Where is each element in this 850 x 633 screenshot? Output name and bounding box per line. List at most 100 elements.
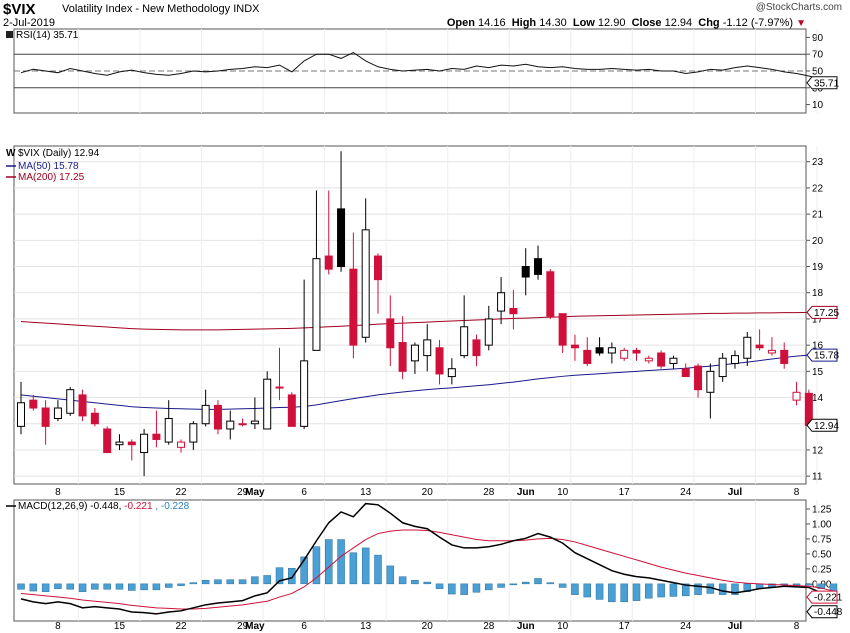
price-xtick-label: 20 — [422, 487, 434, 498]
candle — [115, 434, 124, 450]
candle — [17, 381, 25, 435]
candle-body — [201, 404, 210, 425]
macd-histogram-bar — [17, 583, 25, 590]
macd-xtick-label: 20 — [422, 621, 434, 632]
candle-body — [238, 423, 247, 426]
candle — [90, 408, 99, 427]
candle — [509, 290, 518, 330]
ma200-value-tag-label: 17.25 — [814, 308, 839, 319]
ma200-line — [20, 311, 834, 331]
macd-xtick-label: 15 — [114, 621, 126, 632]
price-xtick-label: Jul — [728, 487, 743, 498]
high-value: 14.30 — [539, 17, 567, 29]
macd-xtick-label: 8 — [794, 621, 800, 632]
candle-body — [534, 258, 543, 275]
candle-body — [767, 349, 776, 354]
macd-histogram-bar — [189, 582, 198, 585]
close-label: Close — [631, 17, 662, 29]
candle — [53, 400, 62, 422]
macd-histogram-bar — [29, 583, 38, 592]
macd-histogram-bar — [681, 583, 690, 597]
candle — [140, 428, 149, 477]
candle — [792, 381, 801, 406]
price-ytick-label: 19 — [812, 262, 824, 273]
macd-xtick-label: 8 — [55, 621, 61, 632]
price-panel: 1112131415161718192021222317.2515.7812.9… — [13, 145, 839, 485]
rsi-legend: RSI(14) 35.71 — [6, 30, 79, 41]
candle-body — [398, 342, 407, 372]
macd-histogram-bar — [805, 583, 813, 586]
candle-body — [103, 428, 112, 454]
macd-histogram-bar — [694, 583, 702, 595]
candle — [546, 269, 555, 319]
macd-histogram-bar — [201, 580, 210, 585]
candle-body — [423, 339, 432, 357]
macd-legend-text: MACD(12,26,9) -0.448, -0.221 , -0.228 — [18, 501, 190, 512]
candle-body — [373, 255, 382, 281]
macd-histogram-bar — [214, 579, 222, 585]
open-label: Open — [446, 17, 475, 29]
macd-histogram-bar — [54, 583, 62, 589]
macd-xtick-label: 28 — [483, 621, 495, 632]
macd-histogram-bar — [485, 583, 493, 591]
price-frame — [13, 145, 807, 485]
price-xtick-label: 28 — [483, 487, 495, 498]
macd-histogram-bar — [509, 583, 518, 586]
candle-body — [620, 349, 629, 359]
candle-body — [177, 441, 186, 448]
candle — [620, 347, 629, 361]
macd-histogram-bar — [792, 583, 801, 586]
macd-histogram-bar — [411, 580, 419, 585]
candle — [755, 329, 764, 351]
candle-body — [521, 266, 530, 278]
macd-histogram-bar — [558, 583, 567, 588]
price-ytick-label: 21 — [812, 210, 824, 221]
chg-label: Chg — [698, 17, 720, 29]
macd-histogram-bar — [140, 583, 148, 591]
macd-xtick-label: Jul — [728, 621, 743, 632]
close-value: 12.94 — [664, 17, 693, 29]
candle-body — [275, 386, 284, 389]
price-legend: W $VIX (Daily) 12.94 MA(50) 15.78 MA(200… — [6, 148, 100, 183]
candle — [447, 358, 456, 385]
brand-watermark[interactable]: @StockCharts.com — [755, 2, 842, 13]
candle-body — [497, 292, 506, 312]
macd-histogram-bar — [398, 576, 407, 585]
candle — [324, 190, 333, 275]
candle-body — [349, 268, 358, 346]
price-legend-text: $VIX (Daily) 12.94 — [18, 148, 100, 159]
macd-histogram-bar — [91, 583, 99, 590]
candle — [607, 342, 616, 364]
macd-xtick-label: Jun — [517, 621, 535, 632]
macd-histogram-bar — [288, 568, 296, 585]
price-ytick-label: 18 — [812, 288, 824, 299]
price-xtick-label: 15 — [114, 487, 126, 498]
macd-histogram-bar — [66, 583, 74, 590]
ma50-legend-text: MA(50) 15.78 — [18, 161, 79, 172]
rsi-line — [20, 51, 834, 84]
candle-body — [460, 326, 469, 357]
candle — [300, 279, 309, 429]
candle-body — [263, 378, 272, 430]
candle — [337, 151, 346, 272]
candle — [250, 397, 259, 429]
candle-body — [435, 347, 444, 375]
candle-body — [546, 271, 555, 317]
macd-histogram-bar — [645, 583, 653, 599]
macd-histogram-bar — [534, 578, 542, 585]
macd-histogram-bar — [349, 552, 358, 585]
price-xtick-label: 13 — [360, 487, 372, 498]
candle-body — [66, 389, 75, 414]
candle-body — [780, 349, 789, 364]
macd-histogram-bar — [128, 583, 136, 591]
macd-signal-line — [20, 529, 834, 610]
candle-body — [361, 229, 370, 338]
candle-body — [657, 352, 666, 367]
candle — [361, 198, 370, 343]
candle — [189, 421, 198, 450]
candle-body — [472, 339, 481, 357]
macd-histogram-bar — [325, 539, 333, 585]
candle — [386, 295, 395, 367]
candle — [275, 347, 284, 401]
